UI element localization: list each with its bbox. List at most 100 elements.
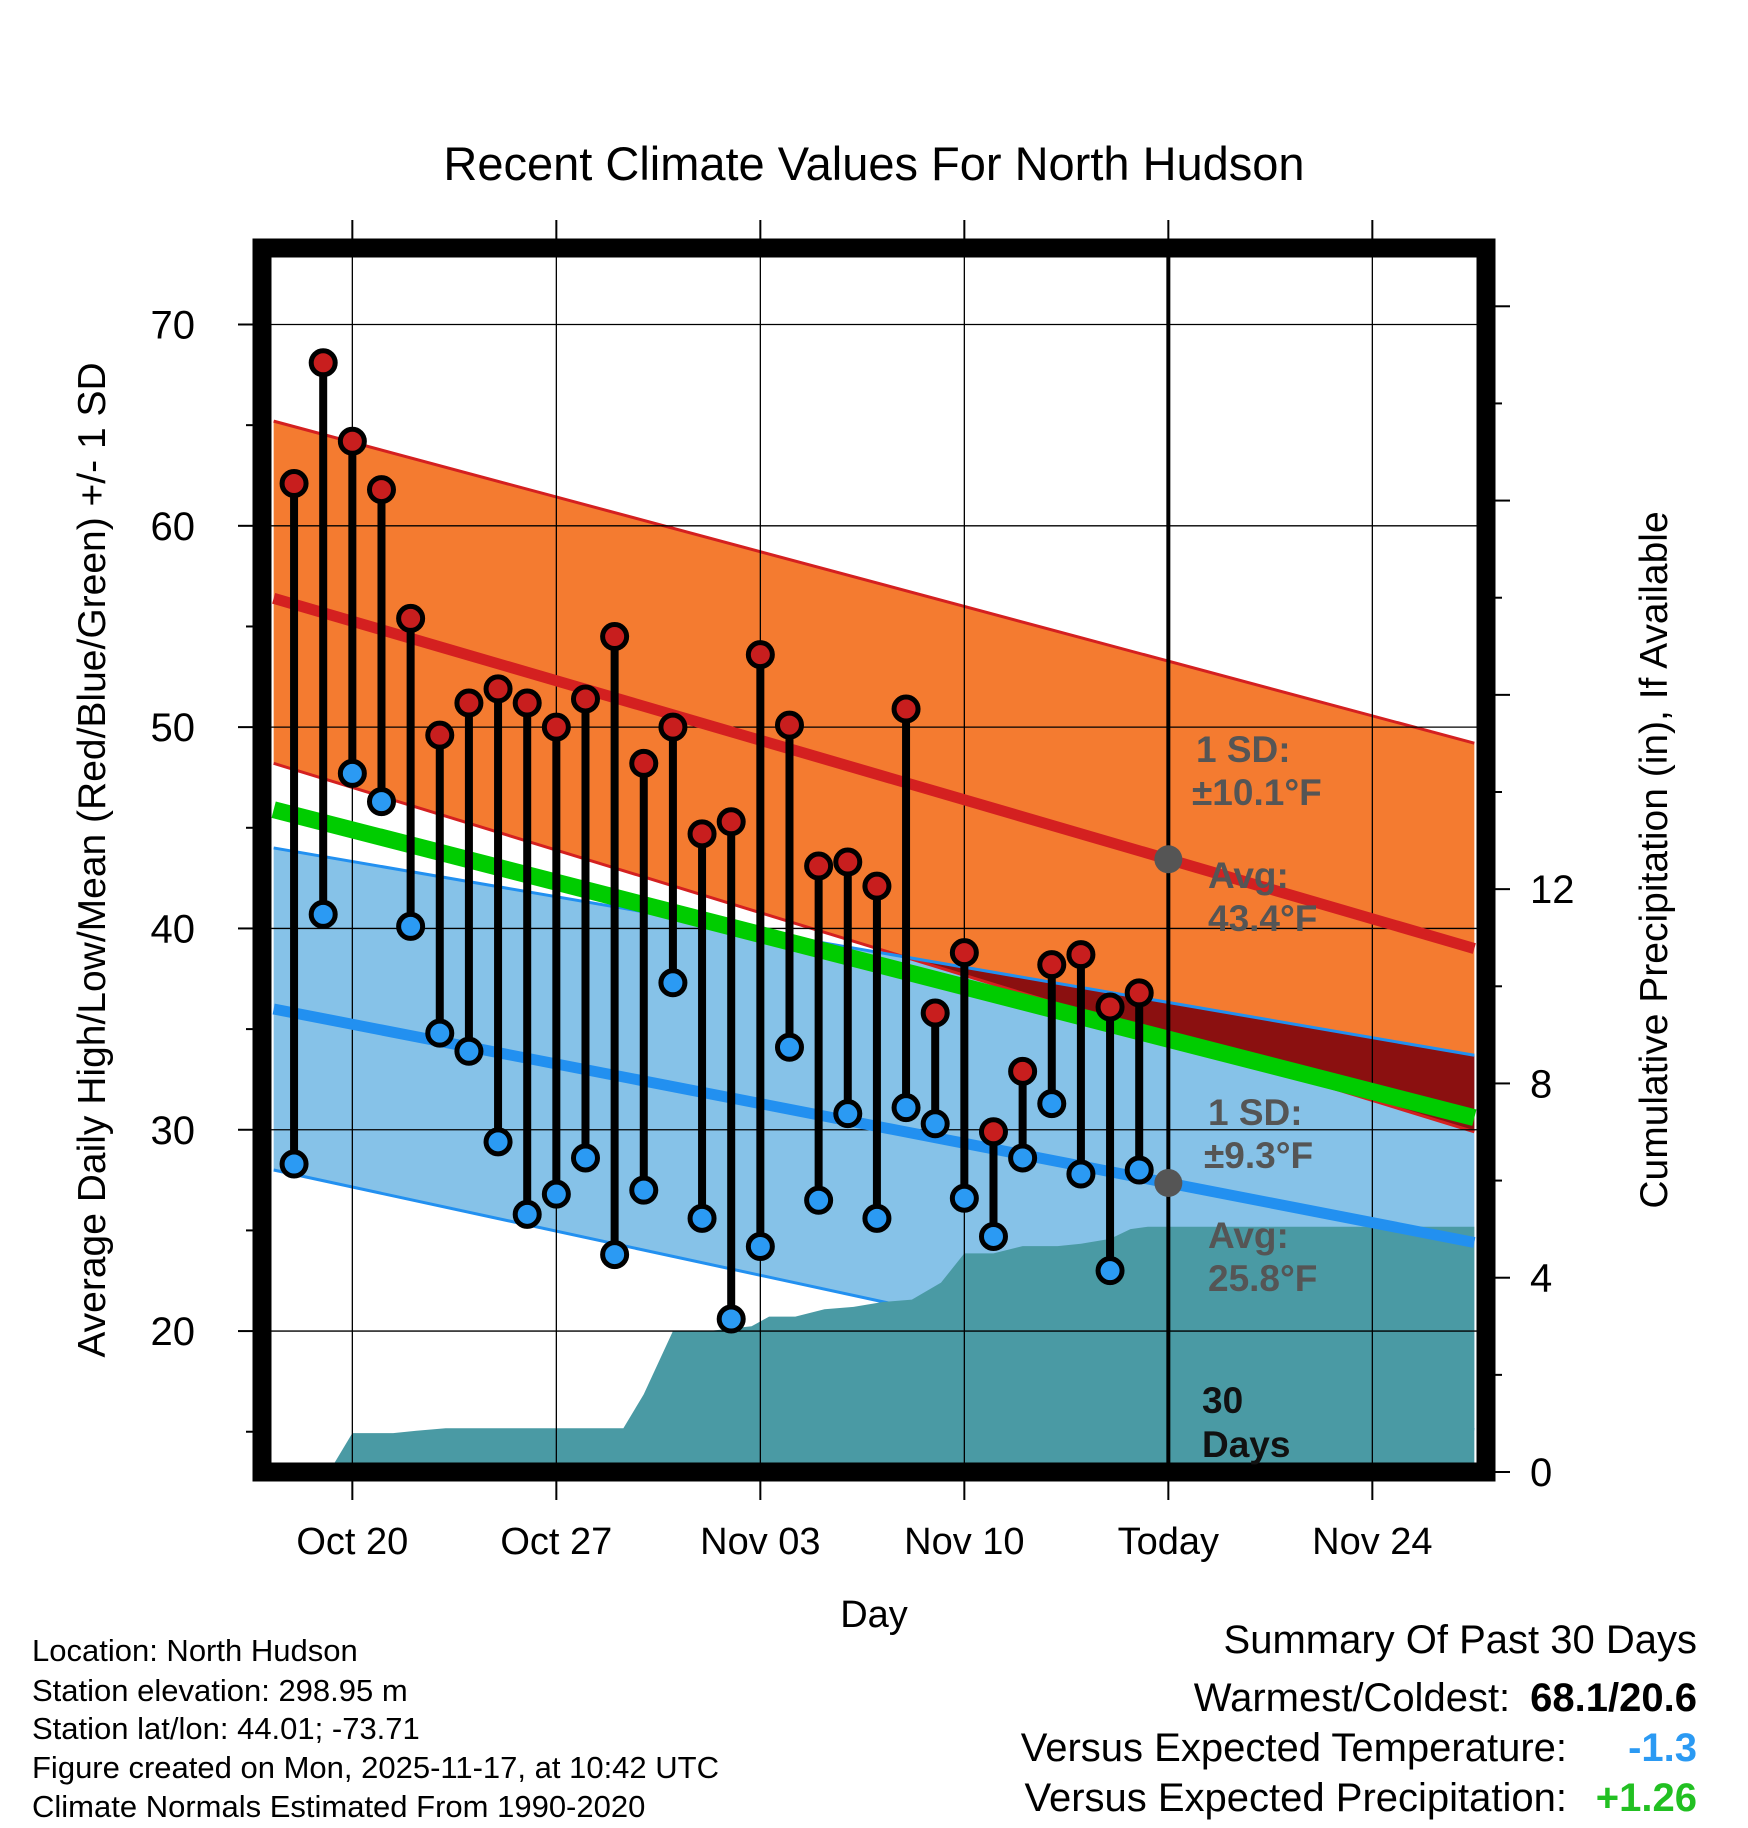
y-tick-label-left: 30 [151, 1109, 196, 1153]
normal-high-line [272, 593, 1476, 954]
x-tick-label: Nov 03 [700, 1521, 820, 1563]
daily-high-point [658, 712, 688, 742]
right-axis-label: Cumulative Precipitation (in), If Availa… [1633, 511, 1676, 1208]
y-tick-label-right: 4 [1530, 1257, 1552, 1301]
low-avg-marker [1154, 1168, 1183, 1197]
precip-diff-label: Versus Expected Precipitation: [1024, 1776, 1567, 1820]
daily-low-point [1066, 1159, 1096, 1189]
daily-low-point [279, 1149, 309, 1179]
daily-high-point [512, 688, 542, 718]
high-avg-label: Avg: [1208, 855, 1289, 896]
daily-low-point [1037, 1089, 1067, 1119]
daily-high-point [862, 871, 892, 901]
daily-low-point [366, 787, 396, 817]
y-tick-label-left: 40 [151, 907, 196, 951]
summary-warmest-coldest: Warmest/Coldest: 68.1/20.6 [1194, 1676, 1697, 1721]
daily-high-point [454, 688, 484, 718]
daily-high-point [396, 603, 426, 633]
high-sd-label: 1 SD: [1196, 729, 1291, 770]
high-avg-value: 43.4°F [1208, 898, 1317, 939]
daily-low-point [308, 899, 338, 929]
precip-diff-value: +1.26 [1595, 1776, 1697, 1820]
y-tick-label-right: 0 [1530, 1451, 1552, 1495]
daily-high-point [1066, 940, 1096, 970]
daily-low-point [1124, 1155, 1154, 1185]
daily-low-point [687, 1203, 717, 1233]
temp-diff-label: Versus Expected Temperature: [1020, 1726, 1567, 1770]
days-label: Days [1202, 1424, 1290, 1465]
daily-low-point [454, 1036, 484, 1066]
daily-high-point [745, 640, 775, 670]
high-avg-marker [1154, 845, 1183, 874]
station-latlon: Station lat/lon: 44.01; -73.71 [32, 1711, 420, 1746]
station-elevation: Station elevation: 298.95 m [32, 1673, 408, 1708]
x-axis-label: Day [840, 1594, 908, 1636]
daily-low-point [483, 1127, 513, 1157]
x-tick-label: Nov 10 [904, 1521, 1024, 1563]
high-sd-value: ±10.1°F [1192, 772, 1322, 813]
climate-normals-source: Climate Normals Estimated From 1990-2020 [32, 1789, 646, 1824]
daily-high-point [804, 851, 834, 881]
daily-high-point [366, 475, 396, 505]
daily-high-point [279, 469, 309, 499]
daily-high-point [1037, 950, 1067, 980]
y-tick-label-right: 12 [1530, 868, 1575, 912]
daily-low-point [396, 911, 426, 941]
y-tick-label-left: 50 [151, 706, 196, 750]
daily-high-point [949, 938, 979, 968]
warmest-coldest-label: Warmest/Coldest: [1193, 1676, 1511, 1720]
daily-low-point [920, 1109, 950, 1139]
daily-low-point [1095, 1256, 1125, 1286]
daily-low-point [862, 1203, 892, 1233]
daily-low-point [600, 1240, 630, 1270]
daily-high-point [687, 819, 717, 849]
daily-high-point [600, 622, 630, 652]
daily-high-point [1124, 978, 1154, 1008]
daily-low-point [949, 1183, 979, 1213]
daily-high-point [629, 748, 659, 778]
x-tick-label: Nov 24 [1312, 1521, 1432, 1563]
daily-high-point [920, 998, 950, 1028]
summary-title: Summary Of Past 30 Days [1223, 1618, 1697, 1662]
left-axis-label: Average Daily High/Low/Mean (Red/Blue/Gr… [71, 362, 114, 1357]
daily-low-point [629, 1175, 659, 1205]
summary-temperature: Versus Expected Temperature: -1.3 [1021, 1726, 1697, 1771]
daily-low-point [570, 1143, 600, 1173]
warmest-coldest-value: 68.1/20.6 [1530, 1676, 1697, 1720]
y-tick-label-right: 8 [1530, 1062, 1552, 1106]
daily-high-point [978, 1117, 1008, 1147]
daily-low-point [891, 1093, 921, 1123]
figure-created: Figure created on Mon, 2025-11-17, at 10… [32, 1750, 719, 1785]
low-avg-value: 25.8°F [1208, 1258, 1317, 1299]
station-location: Location: North Hudson [32, 1633, 358, 1668]
x-tick-label: Oct 20 [296, 1521, 408, 1563]
high-band-top-edge [273, 419, 1475, 745]
daily-low-point [541, 1179, 571, 1209]
temp-diff-value: -1.3 [1628, 1726, 1697, 1770]
daily-low-point [978, 1221, 1008, 1251]
x-tick-label: Oct 27 [500, 1521, 612, 1563]
daily-high-point [570, 684, 600, 714]
plot-frame [252, 238, 1496, 1482]
daily-low-point [658, 968, 688, 998]
daily-high-point [483, 674, 513, 704]
daily-high-point [425, 720, 455, 750]
x-tick-label: Today [1118, 1521, 1219, 1563]
summary-precipitation: Versus Expected Precipitation: +1.26 [1024, 1776, 1697, 1821]
daily-high-point [308, 348, 338, 378]
cumulative-precip-area [273, 1226, 1475, 1472]
daily-high-point [891, 694, 921, 724]
low-sd-label: 1 SD: [1208, 1092, 1303, 1133]
daily-high-point [716, 807, 746, 837]
daily-high-point [337, 426, 367, 456]
low-sd-value: ±9.3°F [1204, 1135, 1313, 1176]
y-tick-label-left: 20 [151, 1310, 196, 1354]
daily-high-point [1008, 1056, 1038, 1086]
y-tick-label-left: 70 [151, 304, 196, 348]
chart-title: Recent Climate Values For North Hudson [443, 137, 1304, 190]
daily-high-point [541, 712, 571, 742]
low-avg-label: Avg: [1208, 1215, 1289, 1256]
daily-low-point [425, 1018, 455, 1048]
daily-low-point [745, 1232, 775, 1262]
